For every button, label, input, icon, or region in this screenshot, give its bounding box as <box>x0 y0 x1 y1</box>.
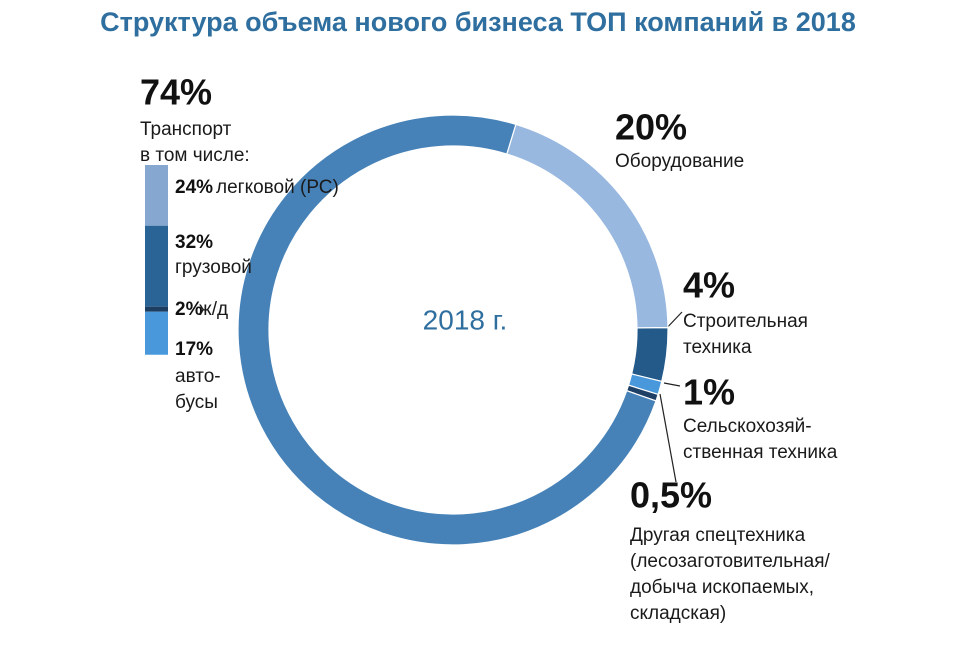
breakdown-bar <box>145 306 168 312</box>
value-label: 20% <box>615 107 687 148</box>
chart-title: Структура объема нового бизнеса ТОП комп… <box>100 7 856 37</box>
label-line: Оборудование <box>615 151 744 172</box>
breakdown-title: в том числе: <box>140 145 250 166</box>
label-line: Сельскохозяй- <box>683 416 812 437</box>
breakdown-name: авто-бусы <box>175 366 221 413</box>
category-label: Оборудование <box>615 151 744 172</box>
value-label: 4% <box>683 265 735 306</box>
donut-segment <box>237 114 657 546</box>
label-line: легковой (РС) <box>216 177 339 198</box>
label-line: бусы <box>175 392 218 413</box>
breakdown-bar <box>145 165 168 226</box>
label-line: складская) <box>630 603 726 624</box>
breakdown-value-label: 17% <box>175 339 213 360</box>
label-line: добыча ископаемых, <box>630 577 814 598</box>
leader-line <box>659 393 677 483</box>
label-line: (лесозаготовительная/ <box>630 551 831 572</box>
value-label: 1% <box>683 372 735 413</box>
center-label: 2018 г. <box>423 304 508 335</box>
leader-line <box>663 382 681 387</box>
breakdown-name: легковой (РС) <box>216 177 339 198</box>
label-line: ж/д <box>199 299 228 320</box>
donut-segment <box>630 326 669 383</box>
category-label: Сельскохозяй-ственная техника <box>683 416 838 463</box>
breakdown-bar <box>145 225 168 307</box>
category-label: Транспорт <box>140 119 232 140</box>
breakdown-value-label: 32% <box>175 232 213 253</box>
breakdown-value-label: 24% <box>175 177 213 198</box>
label-line: ственная техника <box>683 442 838 463</box>
label-line: Транспорт <box>140 119 232 140</box>
category-label: Другая спецтехника (лесозаготовительная/д… <box>630 525 831 624</box>
breakdown-bar <box>145 311 168 355</box>
value-label: 74% <box>140 72 212 113</box>
label-line: Другая спецтехника <box>630 525 806 546</box>
breakdown-name: грузовой <box>175 257 252 278</box>
breakdown-value-label: 2% <box>175 299 203 320</box>
breakdown-name: ж/д <box>199 299 228 320</box>
value-label: 0,5% <box>630 475 712 516</box>
label-line: грузовой <box>175 257 252 278</box>
label-line: Строительная <box>683 311 808 332</box>
label-line: авто- <box>175 366 221 387</box>
label-line: техника <box>683 337 752 358</box>
category-label: Строительная техника <box>683 311 808 358</box>
